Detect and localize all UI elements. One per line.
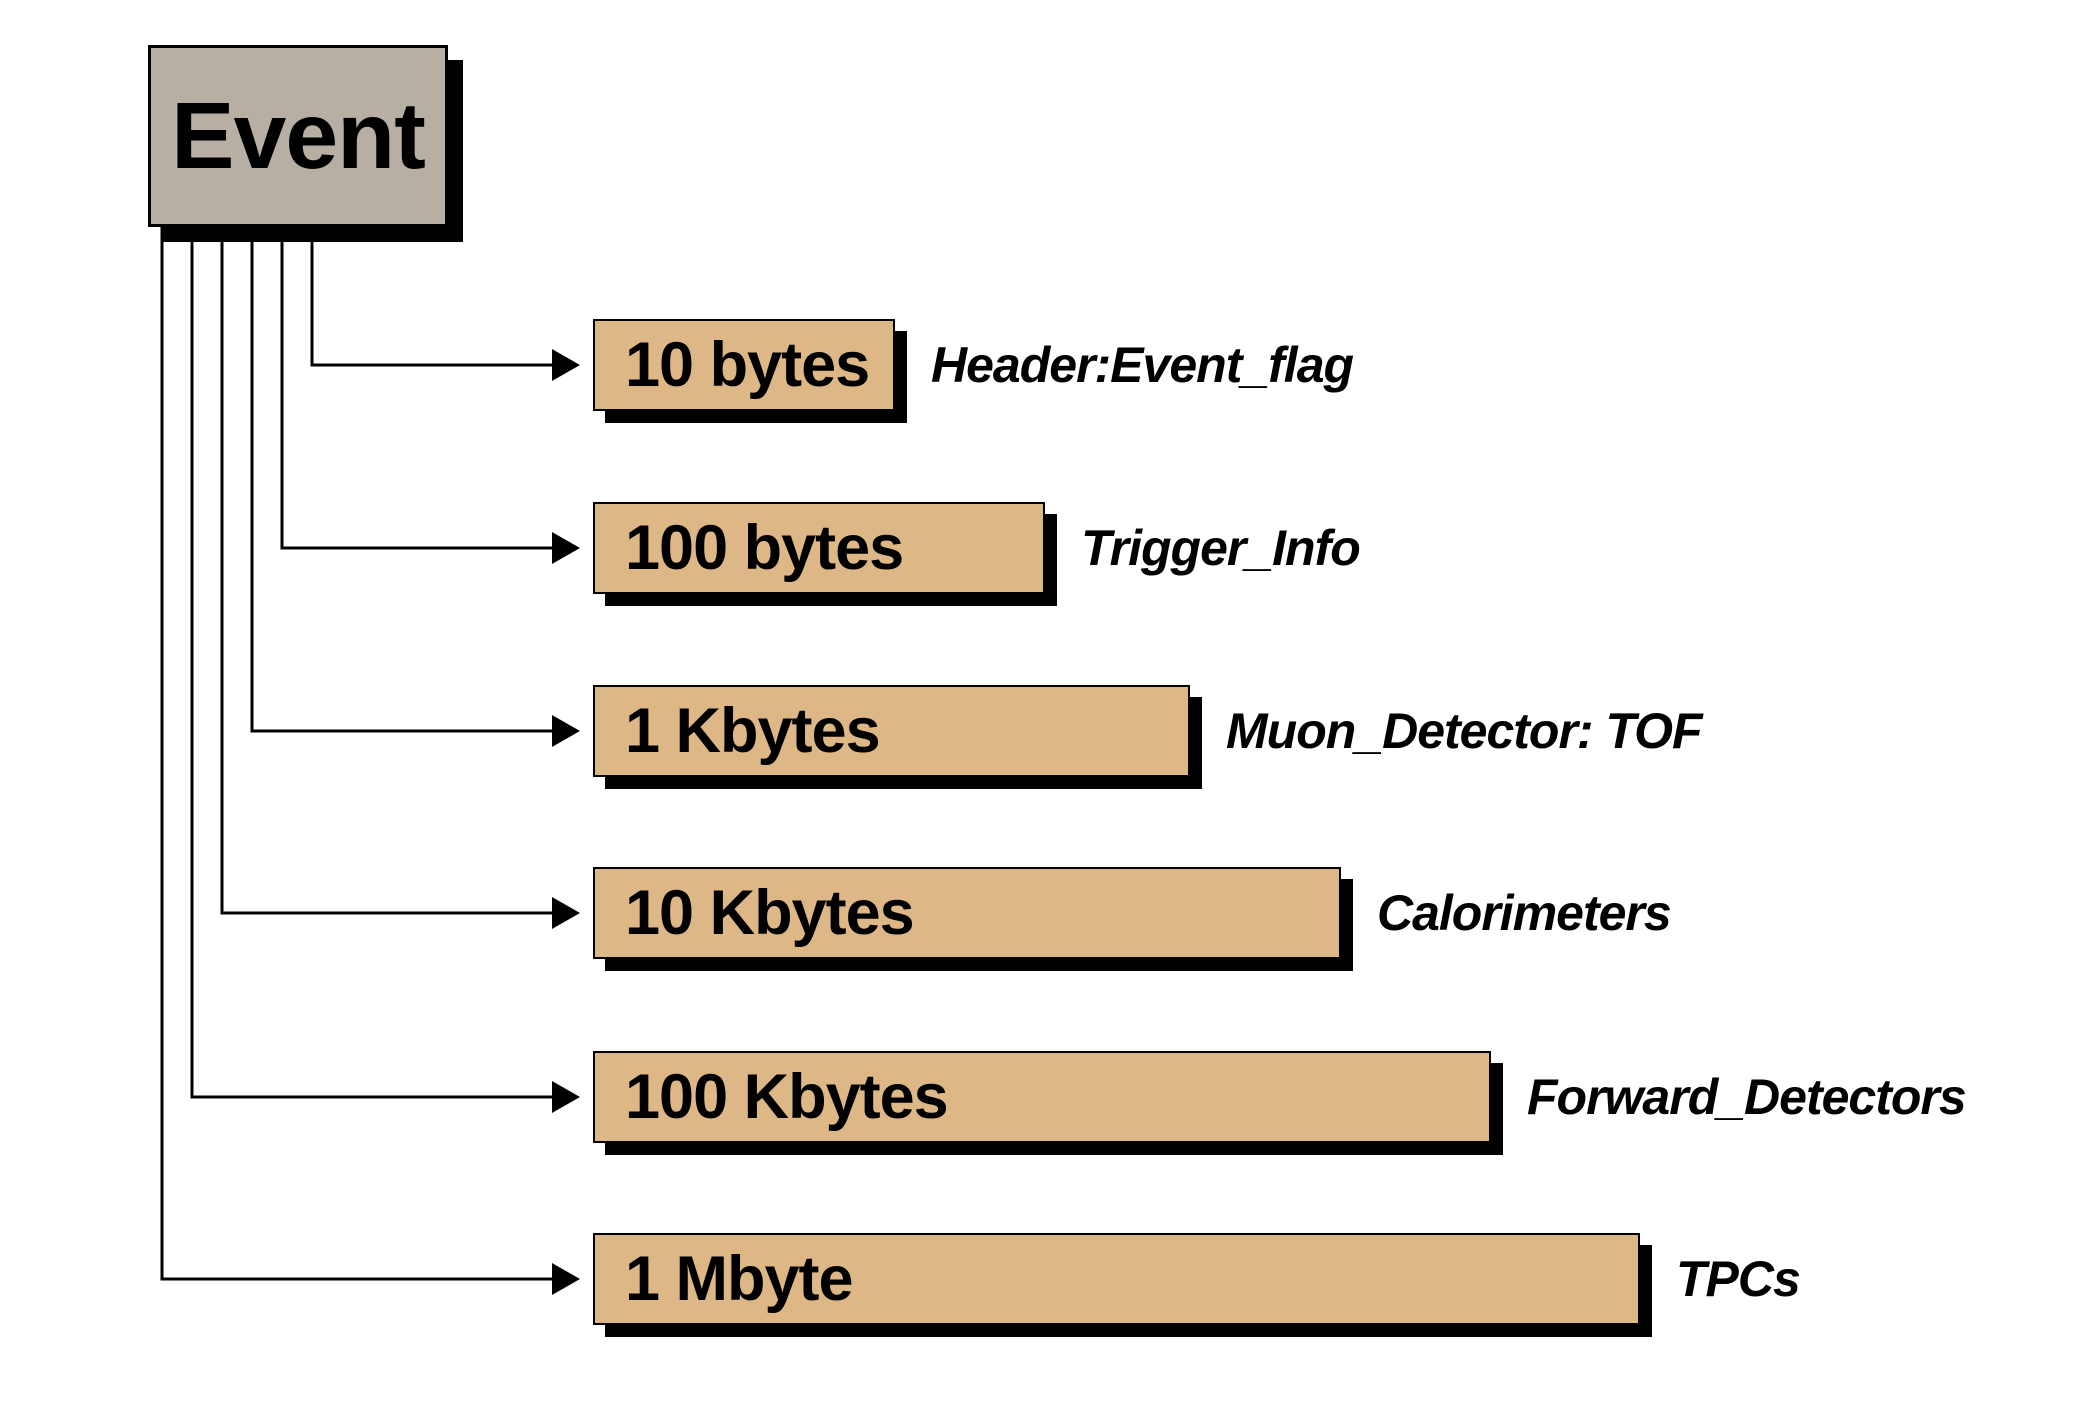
arrowhead-icon-5 (552, 1263, 580, 1295)
arrowhead-icon-1 (552, 532, 580, 564)
connector-line-2 (250, 226, 554, 733)
arrowhead-icon-0 (552, 349, 580, 381)
connector-line-5 (160, 226, 554, 1281)
size-box-1: 100 bytes (593, 502, 1045, 594)
connector-line-1 (280, 226, 554, 550)
arrowhead-icon-2 (552, 715, 580, 747)
size-box-4: 100 Kbytes (593, 1051, 1491, 1143)
size-box-0: 10 bytes (593, 319, 895, 411)
event-root-label: Event (171, 82, 426, 189)
size-box-label: 10 bytes (625, 329, 870, 400)
size-box-label: 100 bytes (625, 512, 904, 583)
connector-line-0 (310, 226, 554, 367)
size-box-label: 1 Kbytes (625, 695, 881, 766)
size-box-label: 1 Mbyte (625, 1243, 854, 1314)
size-box-label: 10 Kbytes (625, 877, 915, 948)
size-box-label: 100 Kbytes (625, 1061, 949, 1132)
arrowhead-icon-3 (552, 897, 580, 929)
row-annotation-label-5: TPCs (1676, 1251, 1801, 1307)
arrowhead-icon-4 (552, 1081, 580, 1113)
connector-line-4 (190, 226, 554, 1099)
row-annotation-label-0: Header:Event_flag (931, 337, 1354, 393)
row-annotation-label-1: Trigger_Info (1081, 520, 1361, 576)
connector-line-3 (220, 226, 554, 915)
row-annotation-label-4: Forward_Detectors (1527, 1069, 1967, 1125)
row-annotation-label-2: Muon_Detector: TOF (1226, 703, 1703, 759)
size-box-3: 10 Kbytes (593, 867, 1341, 959)
row-annotation-label-3: Calorimeters (1377, 885, 1672, 941)
size-box-2: 1 Kbytes (593, 685, 1190, 777)
size-box-5: 1 Mbyte (593, 1233, 1640, 1325)
event-root-box: Event (148, 45, 448, 227)
